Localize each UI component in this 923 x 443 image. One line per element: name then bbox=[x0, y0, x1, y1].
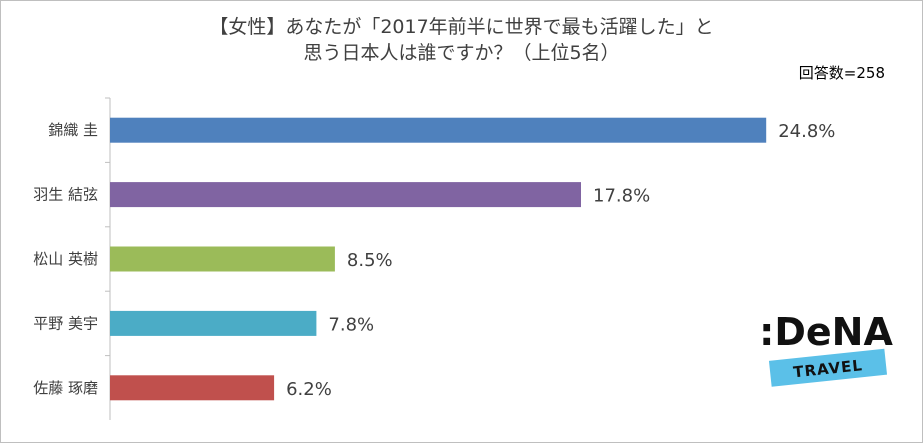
bar-3 bbox=[110, 246, 335, 272]
value-label-2: 17.8% bbox=[593, 186, 650, 207]
value-label-5: 6.2% bbox=[286, 379, 332, 400]
bar-1 bbox=[110, 117, 767, 143]
bar-2 bbox=[110, 182, 581, 208]
logo-sub-banner bbox=[768, 348, 888, 387]
value-label-4: 7.8% bbox=[328, 314, 374, 335]
bars-group: 錦織 圭 24.8% 羽生 結弦 17.8% 松山 英樹 8.5% 平野 美宇 7.8% 佐藤 … bbox=[33, 97, 835, 401]
value-label-3: 8.5% bbox=[347, 250, 393, 271]
value-label-1: 24.8% bbox=[778, 121, 835, 142]
category-label-3: 松山 英樹 bbox=[33, 250, 98, 268]
bar-5 bbox=[110, 375, 275, 401]
chart-title-line2: 思う日本人は誰ですか？（上位5名） bbox=[303, 42, 620, 64]
category-label-4: 平野 美宇 bbox=[33, 314, 98, 332]
logo-brand-text: :DeNA bbox=[759, 310, 893, 354]
bar-4 bbox=[110, 310, 317, 336]
chart-title: 【女性】あなたが「2017年前半に世界で最も活躍した」と 思う日本人は誰ですか？… bbox=[0, 14, 923, 66]
category-label-1: 錦織 圭 bbox=[48, 121, 98, 139]
chart-title-line1: 【女性】あなたが「2017年前半に世界で最も活躍した」と bbox=[209, 16, 714, 38]
category-label-5: 佐藤 琢磨 bbox=[33, 379, 98, 397]
category-label-2: 羽生 結弦 bbox=[33, 186, 98, 204]
respondent-count: 回答数=258 bbox=[798, 64, 885, 82]
